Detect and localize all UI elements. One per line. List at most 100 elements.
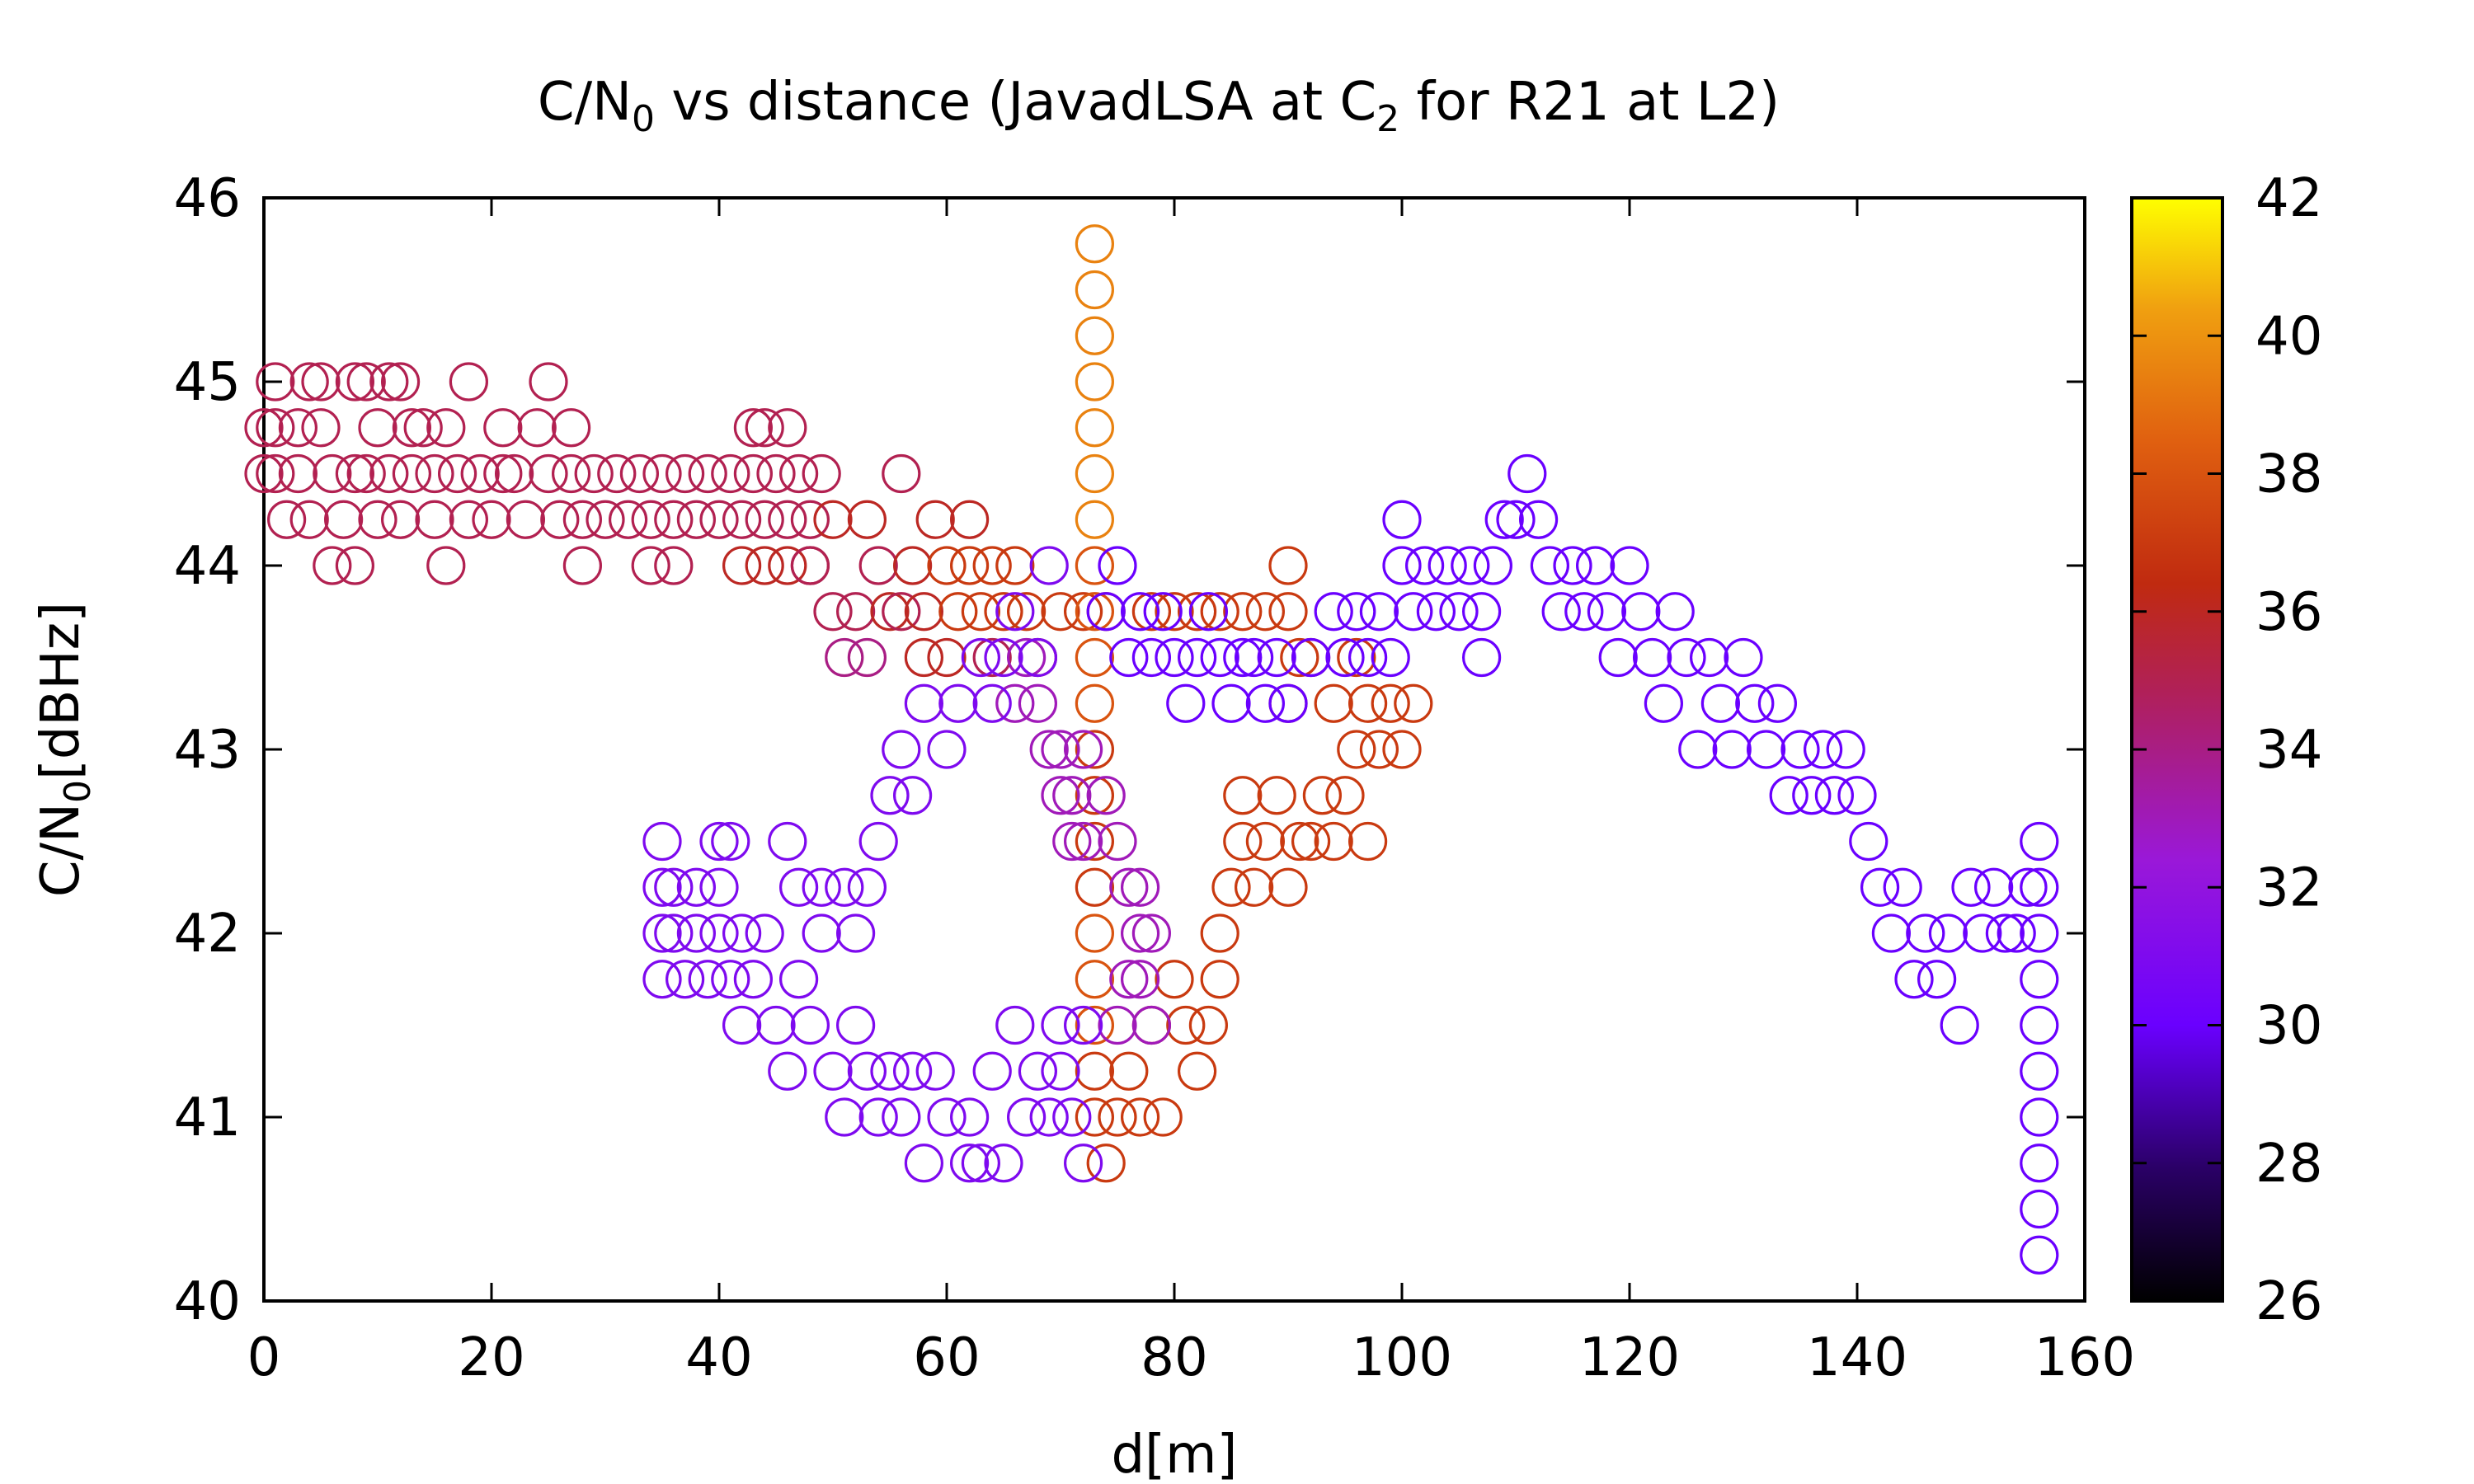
data-point-orange-right-cluster	[1268, 867, 1308, 907]
data-point-early-red-band	[267, 500, 307, 539]
data-point-purple-left-loop	[642, 960, 682, 999]
data-point-early-red-band	[676, 500, 717, 539]
data-point-magenta-mid	[1109, 867, 1149, 907]
data-point-orange-right-cluster	[1337, 637, 1376, 678]
data-point-magenta-mid	[1063, 730, 1103, 769]
data-point-transition-red-orange	[722, 546, 762, 585]
data-point-purple-left-loop	[1018, 1051, 1058, 1091]
data-point-early-red-band	[346, 453, 386, 494]
data-point-transition-red-orange	[1041, 592, 1080, 632]
data-point-transition-red-orange	[1280, 637, 1319, 678]
data-point-purple-left-loop	[722, 1005, 762, 1045]
colorbar-tick-label: 26	[2255, 1271, 2322, 1332]
data-point-purple-left-loop	[813, 1051, 853, 1091]
data-point-purple-left-loop	[790, 1005, 830, 1045]
data-point-purple-right-arc	[1473, 546, 1513, 585]
data-point-purple-right-arc	[1484, 500, 1524, 539]
data-point-purple-left-loop	[870, 1051, 910, 1091]
data-point-early-red-band	[642, 453, 682, 494]
data-point-purple-right-arc	[1997, 913, 2036, 953]
data-point-purple-right-arc	[2008, 867, 2048, 907]
data-point-purple-right-arc	[1245, 683, 1286, 723]
data-point-purple-right-arc	[1404, 546, 1445, 585]
data-point-purple-right-arc	[1507, 453, 1547, 494]
data-point-early-red-band	[654, 500, 694, 539]
data-point-early-red-band	[256, 453, 295, 494]
x-tick-label: 60	[913, 1327, 980, 1388]
data-point-purple-right-arc	[1860, 867, 1900, 907]
data-point-orange-right-cluster	[1211, 867, 1251, 907]
data-point-orange-right-cluster	[1280, 821, 1319, 862]
data-point-purple-left-loop	[825, 867, 864, 907]
data-point-early-red-band	[392, 453, 431, 494]
data-point-transition-red-orange	[813, 592, 853, 632]
data-point-early-red-band	[665, 453, 705, 494]
data-point-vertical-yellow	[1075, 270, 1115, 310]
data-point-purple-right-arc	[1109, 637, 1149, 678]
y-tick-label: 42	[174, 904, 241, 965]
data-point-purple-right-arc	[1621, 592, 1661, 632]
y-tick-label: 45	[174, 352, 241, 413]
data-point-purple-left-loop	[984, 1144, 1023, 1183]
data-point-orange-right-cluster	[1200, 960, 1239, 999]
data-point-early-red-band	[631, 546, 670, 585]
data-point-transition-red-orange	[949, 546, 990, 585]
data-point-purple-left-loop	[892, 1051, 933, 1091]
title-sub-1: 0	[632, 98, 655, 140]
data-point-purple-left-loop	[904, 1144, 944, 1183]
x-tick-label: 40	[685, 1327, 752, 1388]
data-point-early-red-band	[722, 500, 762, 539]
data-point-orange-right-cluster	[1188, 1005, 1229, 1045]
colorbar-tick-label: 30	[2255, 996, 2322, 1057]
y-tick-label: 43	[174, 720, 241, 781]
data-point-purple-right-arc	[1883, 867, 1922, 907]
data-point-magenta-mid	[1109, 960, 1149, 999]
data-point-orange-right-cluster	[1371, 683, 1410, 723]
data-point-early-red-band	[745, 500, 784, 539]
data-point-early-red-band	[562, 500, 603, 539]
data-point-purple-right-arc	[1598, 637, 1638, 678]
data-point-purple-right-arc	[1747, 730, 1786, 769]
data-point-purple-right-arc	[1804, 730, 1843, 769]
data-point-early-red-band	[711, 453, 750, 494]
data-point-purple-left-loop	[1063, 1144, 1103, 1183]
data-point-purple-right-arc	[1564, 592, 1604, 632]
data-point-vertical-yellow	[1075, 913, 1115, 953]
data-point-purple-right-arc	[1700, 683, 1740, 723]
data-point-purple-right-arc	[1541, 592, 1581, 632]
data-point-purple-right-arc	[1427, 546, 1467, 585]
data-point-vertical-yellow	[1075, 224, 1115, 264]
data-point-vertical-yellow	[1075, 316, 1115, 355]
x-tick-label: 140	[1807, 1327, 1907, 1388]
data-point-purple-left-loop	[949, 1144, 990, 1183]
data-point-purple-right-arc	[1906, 913, 1945, 953]
x-tick-label: 0	[247, 1327, 281, 1388]
data-point-early-red-band	[415, 500, 454, 539]
data-point-orange-right-cluster	[1337, 730, 1376, 769]
data-point-purple-left-loop	[768, 1051, 807, 1091]
data-point-magenta-mid	[1006, 637, 1047, 678]
data-point-purple-right-arc	[1940, 1005, 1979, 1045]
data-point-orange-right-cluster	[1291, 821, 1331, 862]
data-point-purple-right-arc	[1518, 500, 1559, 539]
data-point-early-red-band	[289, 362, 329, 402]
colorbar-ticks: 26 28 30 32 34 36 38 40 42	[2132, 168, 2322, 1332]
x-tick-label: 100	[1352, 1327, 1452, 1388]
data-point-early-red-band	[256, 362, 295, 402]
data-point-early-red-band	[699, 500, 739, 539]
data-point-purple-left-loop	[961, 637, 1001, 678]
data-point-purple-left-loop	[984, 637, 1023, 678]
data-point-vertical-yellow	[1075, 453, 1115, 494]
data-point-early-red-band	[654, 546, 694, 585]
data-point-early-red-band	[608, 500, 648, 539]
data-point-transition-red-orange	[904, 637, 944, 678]
data-point-purple-left-loop	[733, 960, 774, 999]
data-point-transition-red-orange	[1006, 592, 1047, 632]
data-point-early-red-band	[790, 500, 830, 539]
data-point-purple-right-arc	[1382, 546, 1422, 585]
data-point-transition-red-orange	[1155, 592, 1194, 632]
data-point-early-red-band	[301, 408, 341, 448]
y-tick-label: 40	[174, 1271, 241, 1332]
data-point-early-red-band	[688, 453, 727, 494]
